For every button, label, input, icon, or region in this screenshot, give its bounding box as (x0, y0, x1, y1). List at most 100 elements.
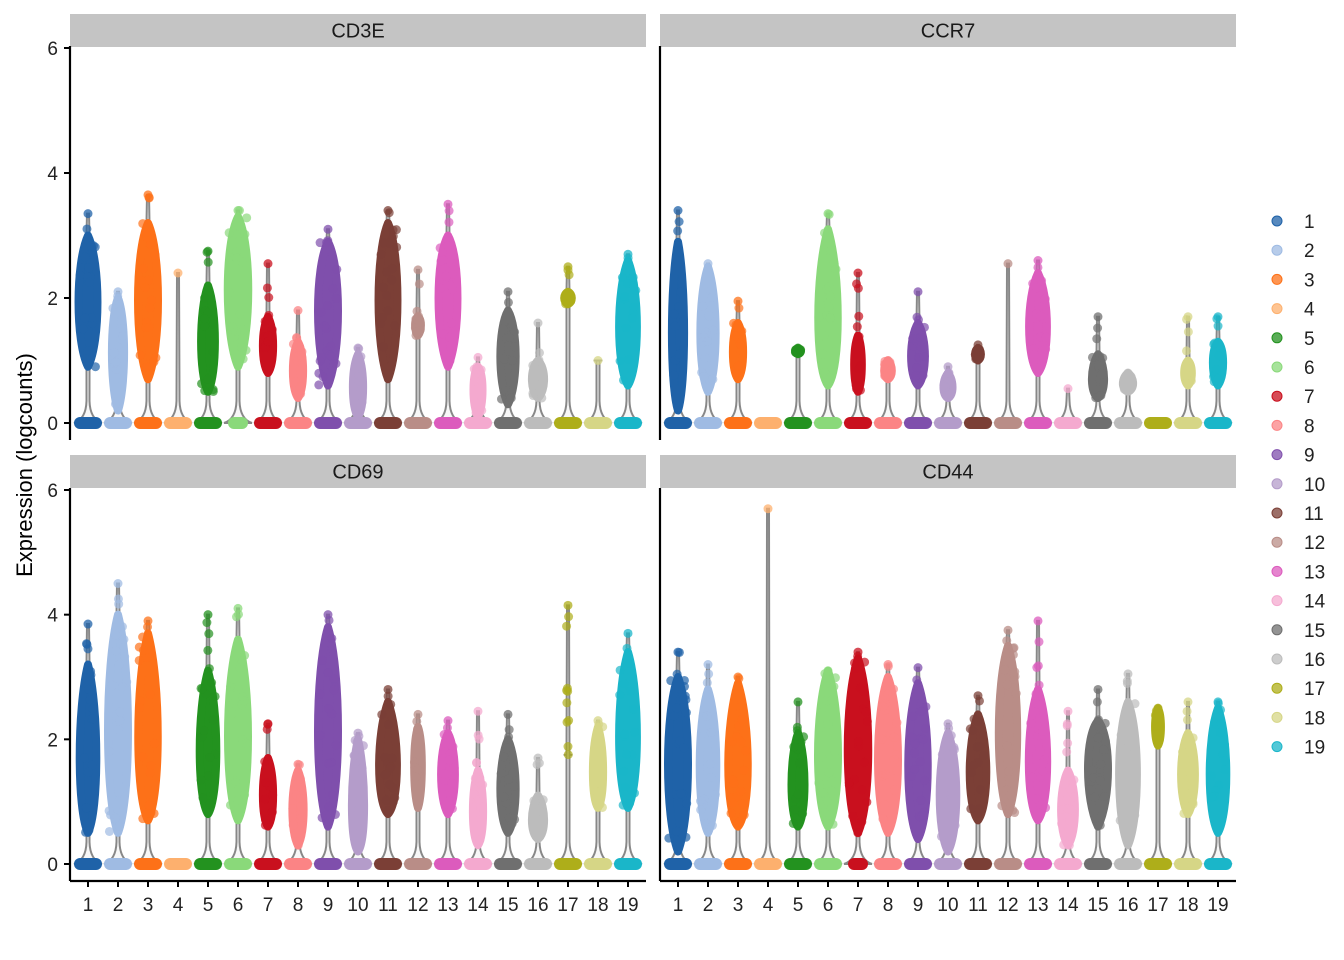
data-point (1182, 715, 1192, 725)
data-point (949, 777, 959, 787)
zero-points (874, 417, 902, 429)
violin-cluster-16 (523, 318, 553, 429)
data-point (472, 758, 482, 768)
max-point (853, 268, 863, 278)
violin-cluster-13 (433, 716, 463, 870)
x-tick-label: 10 (937, 895, 958, 916)
max-point (973, 691, 983, 701)
data-point (330, 809, 340, 819)
violin-cluster-5 (783, 343, 813, 429)
data-point (315, 356, 325, 366)
data-point (1178, 747, 1188, 757)
data-point (626, 686, 636, 696)
legend-key (1271, 419, 1283, 431)
data-point (90, 242, 100, 252)
zero-points (254, 858, 282, 870)
zero-points (554, 417, 582, 429)
zero-points (284, 858, 312, 870)
data-point (1093, 323, 1103, 333)
data-point (733, 361, 743, 371)
violin-body (374, 219, 402, 384)
x-tick-label: 3 (143, 895, 154, 916)
data-point (380, 752, 390, 762)
data-point (146, 761, 156, 771)
x-tick-label: 15 (1087, 895, 1108, 916)
data-point (323, 301, 333, 311)
data-point (442, 723, 452, 733)
legend-label: 4 (1304, 300, 1315, 321)
data-point (315, 689, 325, 699)
data-point (628, 281, 638, 291)
legend-key (1271, 653, 1283, 665)
violin-outline (583, 359, 613, 424)
data-point (979, 751, 989, 761)
data-point (447, 778, 457, 788)
data-point (1035, 311, 1045, 321)
x-tick-label: 18 (587, 895, 608, 916)
data-point (1034, 680, 1044, 690)
data-point (196, 775, 206, 785)
data-point (470, 376, 480, 386)
max-point (533, 753, 543, 763)
data-point (1038, 766, 1048, 776)
data-point (945, 790, 955, 800)
legend-label: 14 (1304, 592, 1326, 613)
data-point (203, 771, 213, 781)
data-point (615, 690, 625, 700)
data-point (628, 272, 638, 282)
data-point (321, 811, 331, 821)
data-point (822, 284, 832, 294)
y-tick-label: 6 (47, 39, 58, 60)
data-point (739, 765, 749, 775)
max-point (563, 262, 573, 272)
zero-points (194, 858, 222, 870)
data-point (734, 817, 744, 827)
max-point (113, 287, 123, 297)
data-point (563, 750, 573, 760)
violin-cluster-18 (1173, 697, 1203, 870)
legend-item-3: 3 (1271, 270, 1315, 291)
data-point (1033, 262, 1043, 272)
legend-item-9: 9 (1271, 446, 1315, 467)
zero-points (1114, 858, 1142, 870)
max-point (913, 287, 923, 297)
data-point (619, 679, 629, 689)
data-point (1179, 808, 1189, 818)
data-point (135, 703, 145, 713)
violin-cluster-3 (133, 616, 163, 870)
data-point (814, 778, 824, 788)
data-point (237, 700, 247, 710)
data-point (674, 302, 684, 312)
data-point (852, 322, 862, 332)
data-point (1177, 770, 1187, 780)
x-tick-label: 2 (703, 895, 714, 916)
data-point (1087, 352, 1097, 362)
violin-cluster-12 (993, 625, 1023, 870)
data-point (675, 349, 685, 359)
x-tick-label: 19 (617, 895, 638, 916)
data-point (226, 681, 236, 691)
data-point (1095, 776, 1105, 786)
data-point (889, 684, 899, 694)
max-point (1213, 312, 1223, 322)
data-point (80, 753, 90, 763)
zero-points (228, 417, 248, 429)
data-point (854, 364, 864, 374)
data-point (387, 753, 397, 763)
data-point (444, 217, 454, 227)
data-point (859, 757, 869, 767)
data-point (205, 753, 215, 763)
violin-cluster-2 (693, 660, 723, 870)
data-point (1037, 276, 1047, 286)
violin-cluster-8 (873, 356, 903, 429)
data-point (892, 718, 902, 728)
data-point (383, 306, 393, 316)
data-point (675, 736, 685, 746)
strip-title: CD3E (331, 21, 384, 43)
data-point (449, 763, 459, 773)
zero-points (1144, 417, 1172, 429)
zero-points (404, 417, 432, 429)
violin-cluster-15 (493, 709, 523, 870)
max-point (943, 719, 953, 729)
max-point (763, 504, 773, 514)
